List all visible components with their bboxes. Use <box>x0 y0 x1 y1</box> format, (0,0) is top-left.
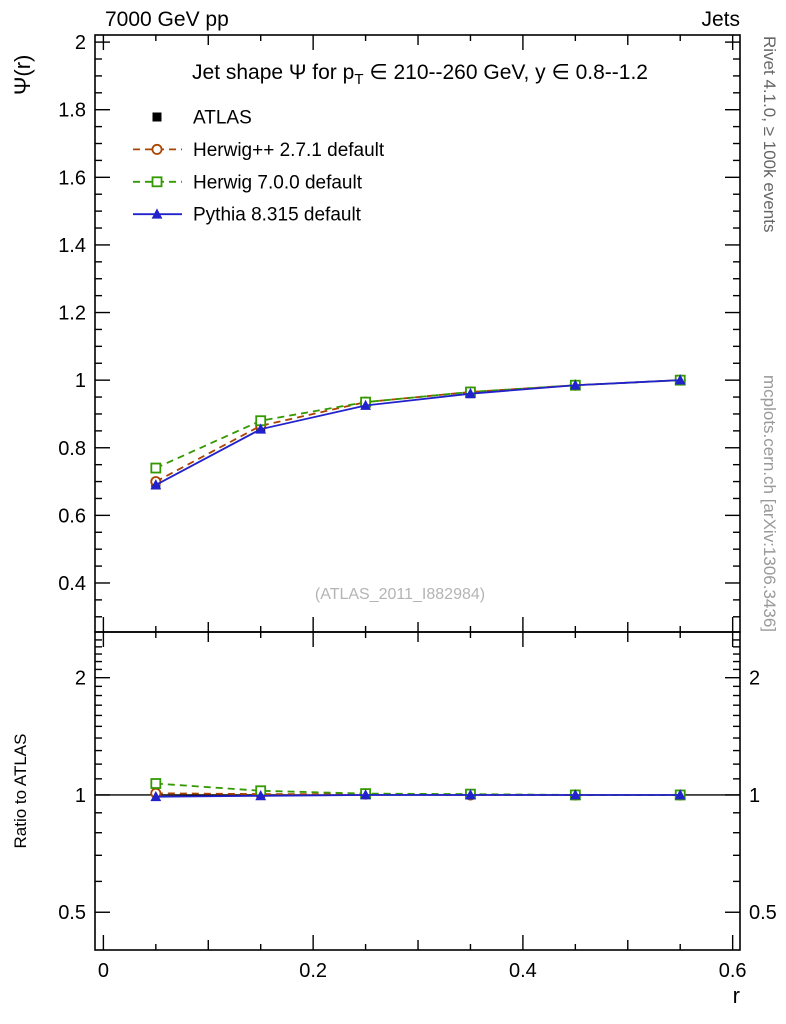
legend-item-label: Pythia 8.315 default <box>193 205 362 226</box>
series-line <box>155 379 681 483</box>
series-line <box>155 794 681 798</box>
rivet-version-label: Rivet 4.1.0, ≥ 100k events <box>760 36 779 232</box>
main-y-tick-label: 2 <box>75 32 86 54</box>
filled-triangle-marker <box>569 789 581 800</box>
filled-triangle-marker <box>360 789 371 800</box>
series-line <box>155 379 681 469</box>
x-tick-label: 0.2 <box>299 960 327 982</box>
filled-triangle-marker <box>255 790 267 801</box>
plot-title: Jet shape Ψ for pT ∈ 210--260 GeV, y ∈ 0… <box>192 61 648 88</box>
open-square-marker <box>150 778 162 789</box>
main-y-axis-label: Ψ(r) <box>10 55 35 95</box>
plot-title-subscript: T <box>354 71 363 88</box>
ratio-y-tick-label-right: 2 <box>749 668 760 690</box>
filled-triangle-marker <box>465 789 476 800</box>
main-series <box>150 374 686 490</box>
legend-item: Herwig 7.0.0 default <box>133 172 363 193</box>
ratio-series <box>95 778 740 802</box>
main-y-tick-label: 1 <box>75 370 86 392</box>
x-tick-label: 0.6 <box>719 960 747 982</box>
filled-triangle-marker <box>151 208 163 219</box>
series-herwig-2-7-1-default <box>150 374 686 488</box>
series-pythia-8-315-default <box>150 374 686 490</box>
filled-square-marker <box>152 112 162 122</box>
main-y-tick-label: 1.4 <box>58 235 86 257</box>
plot-title-post: ∈ 210--260 GeV, y ∈ 0.8--1.2 <box>364 61 648 84</box>
plot-title-pre: Jet shape Ψ for p <box>192 61 354 84</box>
series-line <box>155 379 681 486</box>
x-tick-label: 0.4 <box>509 960 537 982</box>
legend-item: Pythia 8.315 default <box>133 205 362 226</box>
ratio-panel-frame <box>94 631 741 951</box>
legend-item-label: Herwig++ 2.7.1 default <box>193 140 385 161</box>
filled-triangle-marker <box>674 789 686 800</box>
ratio-y-axis-label: Ratio to ATLAS <box>11 734 30 849</box>
open-square-marker <box>151 176 163 188</box>
ratio-y-tick-label: 2 <box>75 668 86 690</box>
main-panel-frame <box>94 34 741 633</box>
main-y-tick-label: 0.6 <box>58 505 86 527</box>
legend-item-label: ATLAS <box>193 108 252 129</box>
x-axis-label: r <box>733 983 740 1008</box>
filled-triangle-marker <box>150 790 162 802</box>
filled-triangle-marker <box>360 399 371 410</box>
axis-ticks <box>95 35 740 950</box>
legend-item-label: Herwig 7.0.0 default <box>193 172 363 193</box>
filled-triangle-marker <box>255 423 267 434</box>
ratio-y-tick-label-right: 0.5 <box>749 902 777 924</box>
filled-triangle-marker <box>569 379 581 390</box>
main-y-tick-label: 1.8 <box>58 100 86 122</box>
beam-energy-label: 7000 GeV pp <box>105 8 229 31</box>
ratio-y-tick-label: 0.5 <box>58 902 86 924</box>
series-herwig-7-0-0-default <box>150 374 686 474</box>
legend-item: ATLAS <box>152 108 252 129</box>
main-y-tick-label: 0.8 <box>58 438 86 460</box>
ratio-y-tick-label: 1 <box>75 785 86 807</box>
tick-labels: 0 0.2 0.4 0.6 0.4 0.6 0.8 1 1.2 1.4 1.6 1.8 2 0.5 0.5 1… <box>58 32 777 982</box>
filled-triangle-marker <box>465 387 476 399</box>
main-y-tick-label: 0.4 <box>58 573 86 595</box>
legend-item: Herwig++ 2.7.1 default <box>133 140 385 161</box>
arxiv-reference-label: mcplots.cern.ch [arXiv:1306.3436] <box>760 375 779 632</box>
series-atlas <box>151 375 685 490</box>
ratio-y-tick-label-right: 1 <box>749 785 760 807</box>
x-tick-label: 0 <box>98 960 109 982</box>
legend: ATLAS Herwig++ 2.7.1 default Herwig 7.0.0 … <box>133 108 385 226</box>
open-circle-marker <box>151 143 163 155</box>
analysis-group-label: Jets <box>701 8 740 31</box>
analysis-id-watermark: (ATLAS_2011_I882984) <box>315 586 485 603</box>
filled-triangle-marker <box>674 374 686 385</box>
main-y-tick-label: 1.6 <box>58 167 86 189</box>
open-square-marker <box>150 462 162 474</box>
main-y-tick-label: 1.2 <box>58 303 86 325</box>
filled-triangle-marker <box>150 479 162 490</box>
ratio-series-pythia-8-315-default <box>150 789 686 802</box>
